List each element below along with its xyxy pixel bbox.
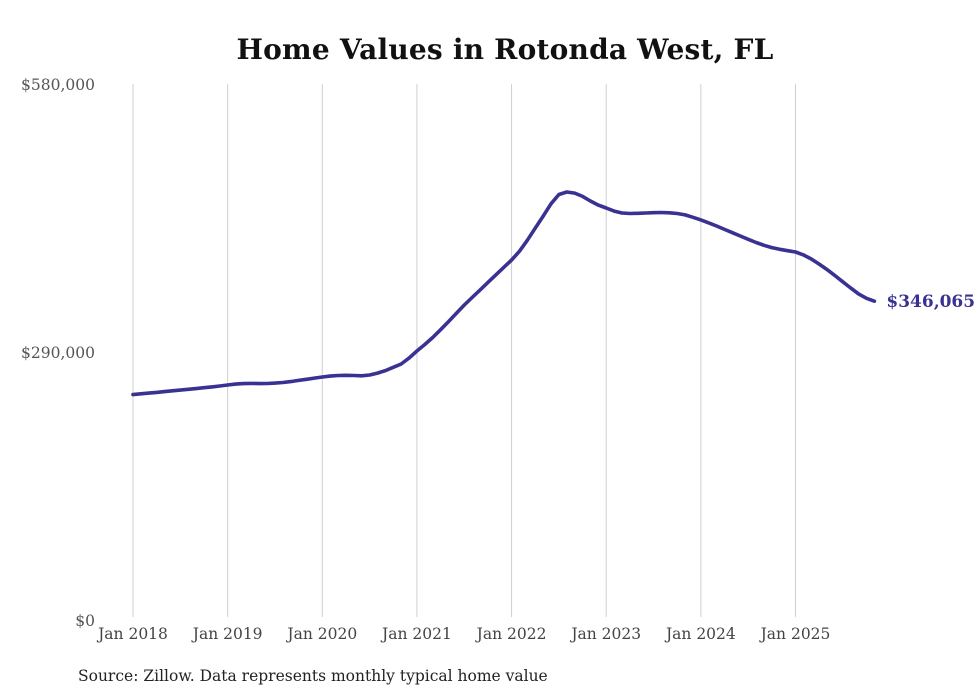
x-tick-label: Jan 2024 [664, 625, 736, 643]
x-tick-label: Jan 2021 [380, 625, 452, 643]
latest-value-label: $346,065 [886, 292, 976, 313]
y-tick-label-0: $0 [75, 612, 95, 630]
y-tick-label-580000: $580,000 [21, 76, 95, 94]
x-tick-label: Jan 2025 [759, 625, 831, 643]
source-note: Source: Zillow. Data represents monthly … [78, 667, 548, 685]
x-tick-label: Jan 2023 [569, 625, 641, 643]
x-tick-label: Jan 2020 [285, 625, 357, 643]
y-tick-label-290000: $290,000 [21, 344, 95, 362]
x-tick-label: Jan 2019 [191, 625, 263, 643]
home-value-series-line [131, 190, 877, 397]
chart-title: Home Values in Rotonda West, FL [236, 33, 774, 66]
x-tick-label: Jan 2022 [475, 625, 547, 643]
x-tick-label: Jan 2018 [96, 625, 168, 643]
